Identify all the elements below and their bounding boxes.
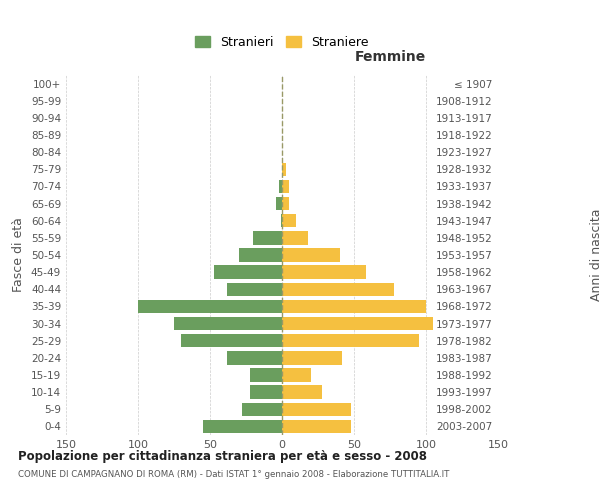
Bar <box>282 266 365 279</box>
Bar <box>282 351 343 364</box>
Bar <box>282 368 311 382</box>
Bar <box>227 351 282 364</box>
Bar <box>282 214 296 228</box>
Text: Popolazione per cittadinanza straniera per età e sesso - 2008: Popolazione per cittadinanza straniera p… <box>18 450 427 463</box>
Bar <box>276 197 282 210</box>
Bar <box>282 420 351 433</box>
Bar <box>282 386 322 399</box>
Text: Femmine: Femmine <box>355 50 425 64</box>
Bar <box>282 231 308 244</box>
Bar <box>282 162 286 176</box>
Bar <box>282 317 433 330</box>
Bar <box>214 266 282 279</box>
Bar <box>253 231 282 244</box>
Bar <box>242 402 282 416</box>
Bar <box>239 248 282 262</box>
Y-axis label: Fasce di età: Fasce di età <box>13 218 25 292</box>
Bar <box>282 334 419 347</box>
Bar <box>174 317 282 330</box>
Bar <box>227 282 282 296</box>
Bar <box>282 197 289 210</box>
Bar <box>250 386 282 399</box>
Bar <box>282 180 289 193</box>
Legend: Stranieri, Straniere: Stranieri, Straniere <box>190 31 374 54</box>
Bar <box>282 402 351 416</box>
Text: Anni di nascita: Anni di nascita <box>590 209 600 301</box>
Bar <box>282 248 340 262</box>
Bar <box>138 300 282 313</box>
Bar <box>281 214 282 228</box>
Bar <box>282 300 426 313</box>
Text: COMUNE DI CAMPAGNANO DI ROMA (RM) - Dati ISTAT 1° gennaio 2008 - Elaborazione TU: COMUNE DI CAMPAGNANO DI ROMA (RM) - Dati… <box>18 470 449 479</box>
Bar <box>282 282 394 296</box>
Bar <box>181 334 282 347</box>
Bar <box>279 180 282 193</box>
Bar <box>250 368 282 382</box>
Bar <box>203 420 282 433</box>
